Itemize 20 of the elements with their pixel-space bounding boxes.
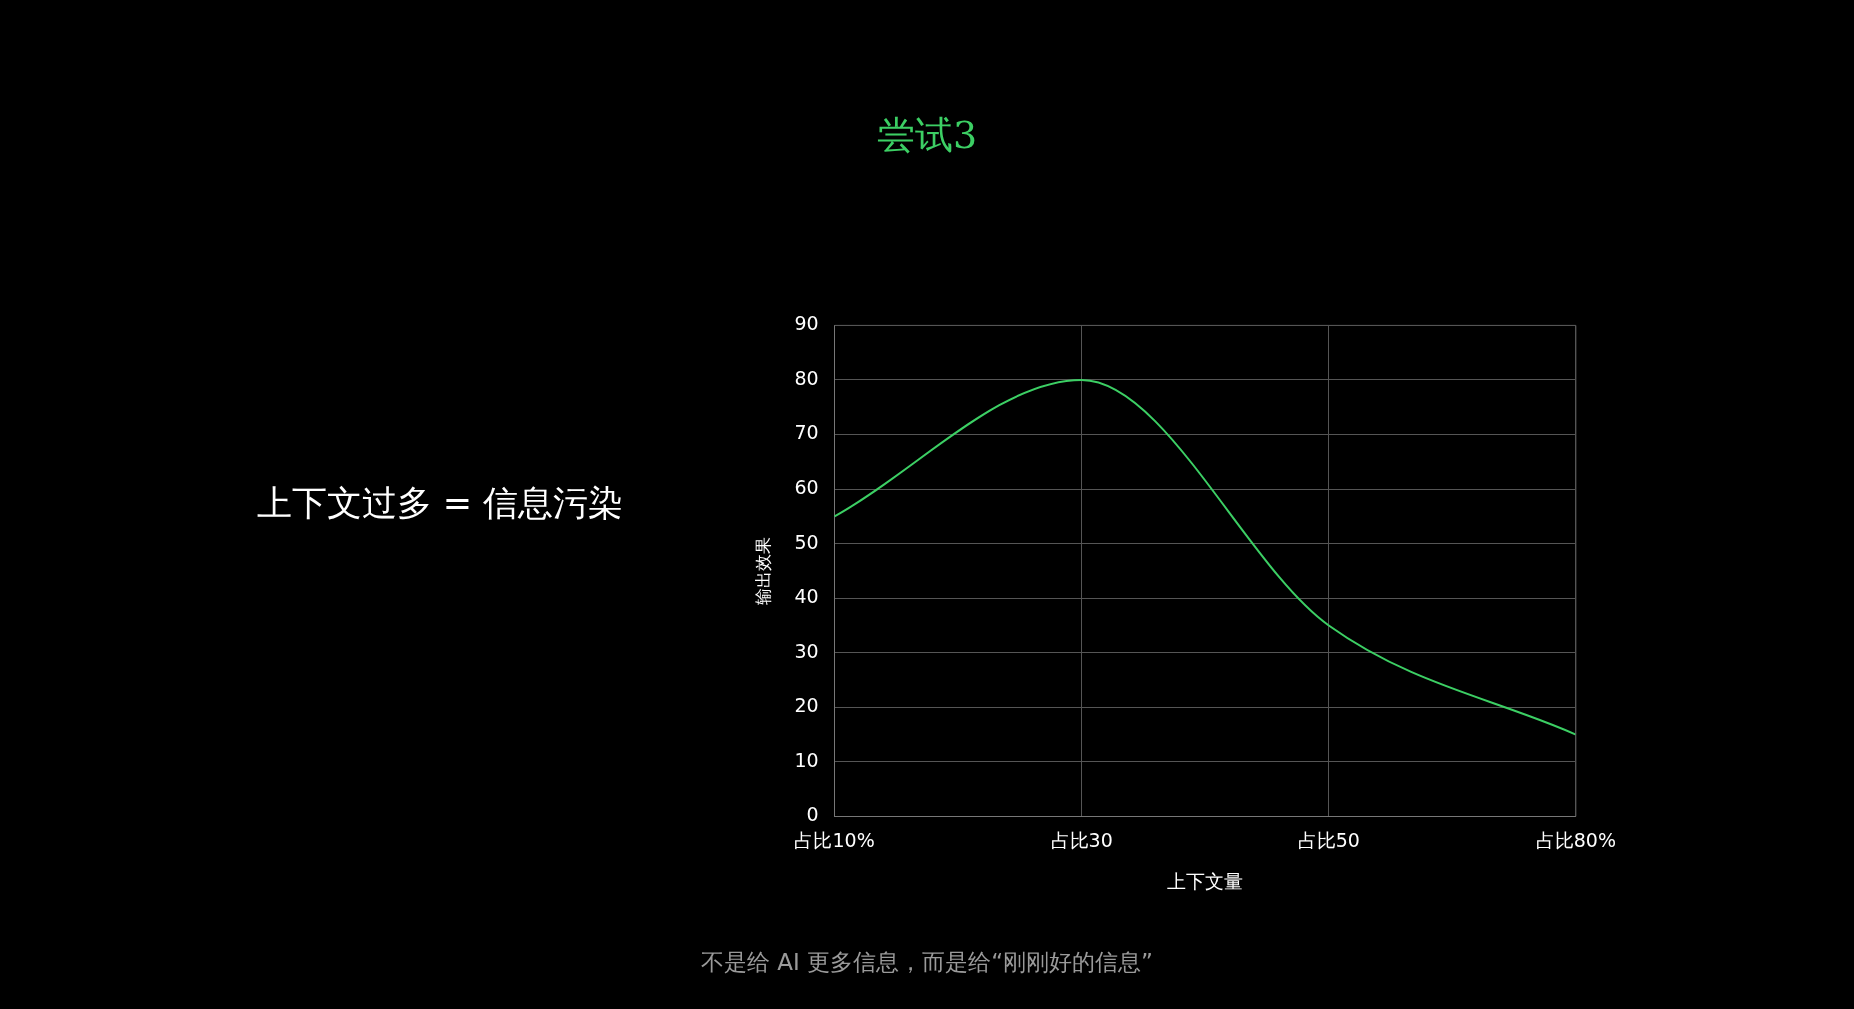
y-tick-label: 10 [794,748,819,771]
y-tick-label: 40 [794,585,819,608]
y-tick-label: 60 [794,476,819,498]
chart-title: 尝试3 [875,112,979,159]
x-tick-label: 占比30 [1050,828,1113,851]
y-tick-label: 0 [806,803,819,826]
x-tick-label: 占比80% [1535,828,1616,851]
text: 不是给 AI 更多信息，而是给“刚刚好的信息” [700,948,1154,977]
y-tick-label: 80 [794,366,819,389]
y-tick-label: 70 [794,421,819,444]
y-tick-label: 50 [794,530,819,553]
y-tick-label: 20 [794,694,819,717]
y-axis-title: 输出效果 [752,536,773,605]
text: 上下文过多 = 信息污染 [255,482,625,525]
y-tick-label: 90 [794,312,819,335]
y-tick-label: 30 [794,639,819,662]
x-axis-title: 上下文量 [1167,869,1244,892]
x-tick-label: 占比50 [1297,828,1360,851]
line-series [833,378,1577,736]
x-tick-label: 占比10% [794,828,875,851]
